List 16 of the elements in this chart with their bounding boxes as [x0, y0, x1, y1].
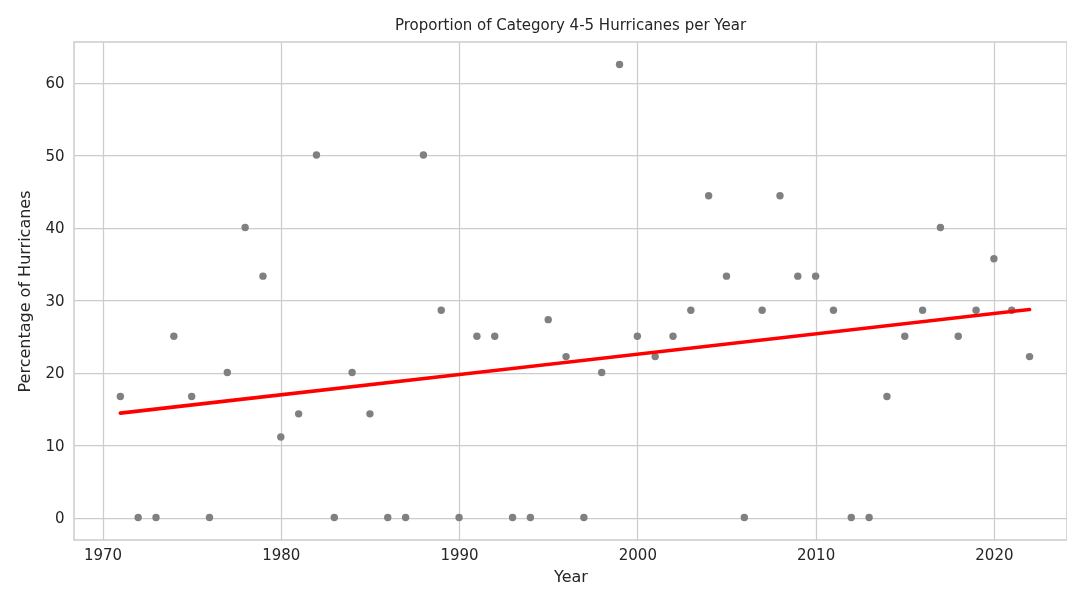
y-tick-label: 60: [45, 74, 65, 93]
x-tick-label: 2000: [618, 545, 657, 564]
chart-title: Proportion of Category 4-5 Hurricanes per Year: [394, 16, 747, 34]
y-tick-label: 40: [45, 219, 65, 238]
y-axis-title: Percentage of Hurricanes: [15, 190, 35, 393]
x-tick-label: 1990: [440, 545, 479, 564]
y-tick-label: 10: [45, 436, 65, 455]
x-tick-label: 2010: [797, 545, 836, 564]
y-tick-label: 0: [54, 509, 65, 528]
y-tick-label: 20: [45, 364, 65, 383]
x-axis-title: Year: [553, 566, 589, 586]
x-tick-label: 1980: [262, 545, 301, 564]
y-tick-label: 30: [45, 291, 65, 310]
x-tick-label: 1970: [83, 545, 123, 564]
y-tick-label: 50: [45, 146, 65, 165]
x-tick-label: 2020: [975, 545, 1014, 564]
